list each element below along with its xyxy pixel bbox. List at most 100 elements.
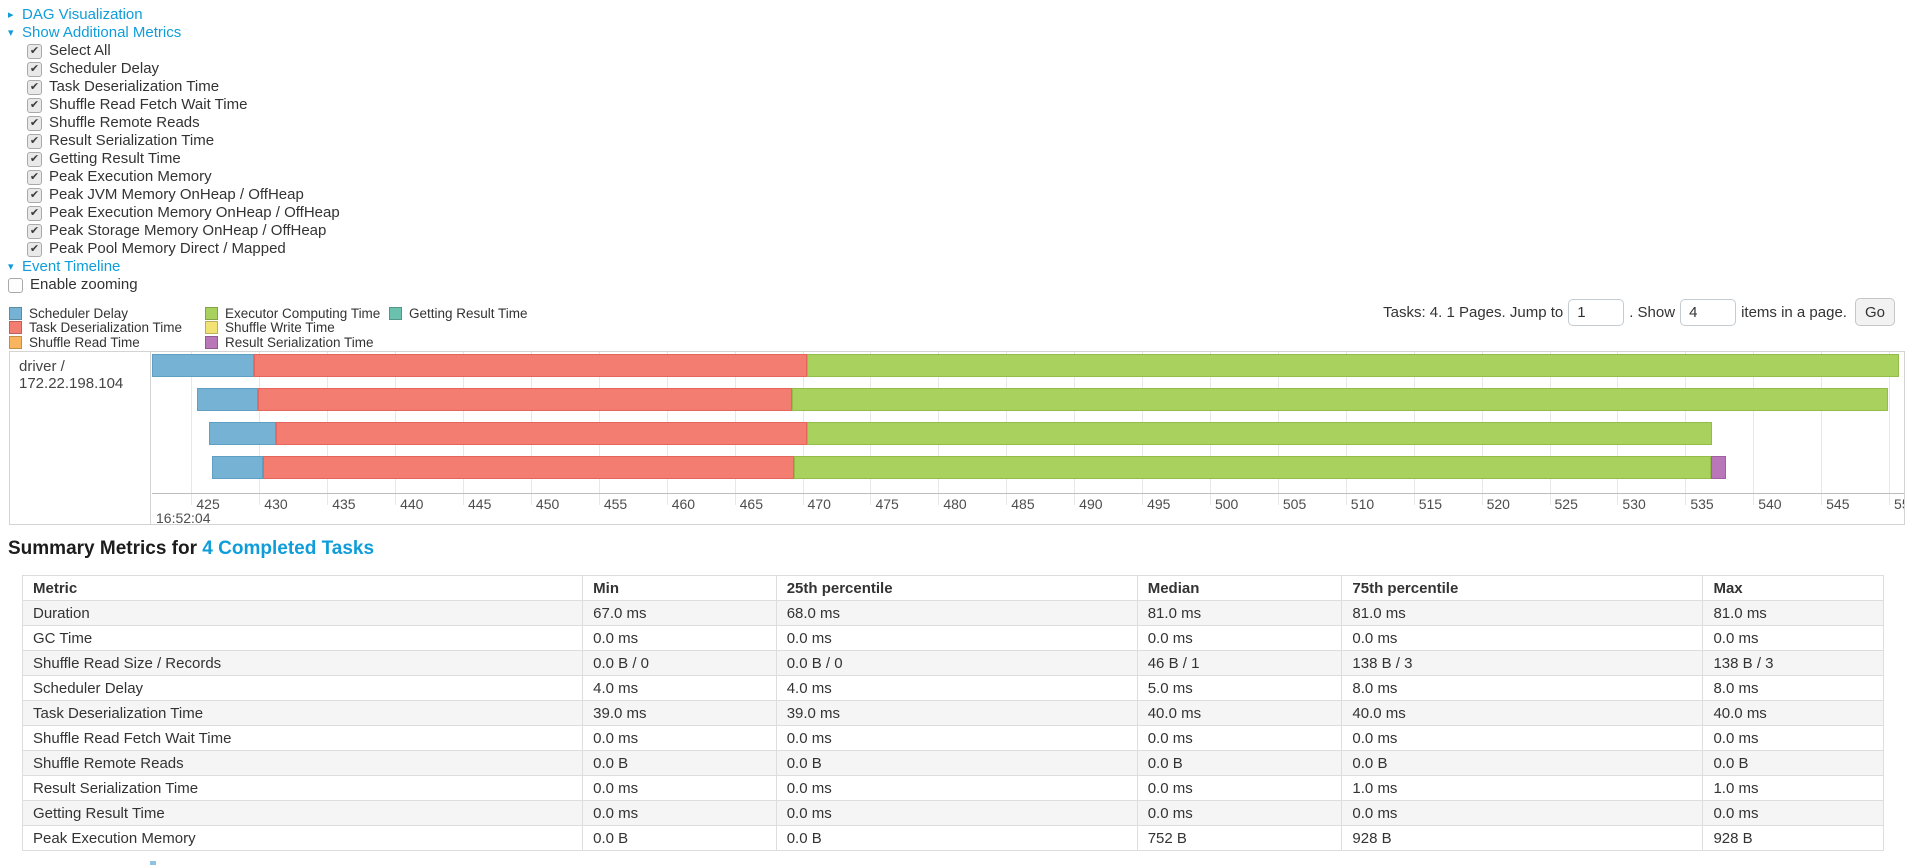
dag-visualization-toggle[interactable]: ▸ DAG Visualization	[8, 6, 340, 24]
table-header-cell: Median	[1136, 575, 1343, 601]
metric-value-cell: 81.0 ms	[1702, 600, 1884, 626]
axis-tick-label: 455	[603, 496, 628, 512]
metric-value-cell: 8.0 ms	[1702, 675, 1884, 701]
pagination-suffix-text: items in a page.	[1741, 303, 1847, 321]
metric-value-cell: 0.0 B	[1702, 750, 1884, 776]
metric-checkbox-row: ✔ Scheduler Delay	[8, 60, 340, 78]
timeline-header: Scheduler Delay Task Deserialization Time…	[9, 297, 1895, 350]
jump-to-page-input[interactable]	[1568, 298, 1625, 326]
metric-checkbox-row: ✔ Getting Result Time	[8, 150, 340, 168]
chevron-right-icon: ▸	[8, 9, 14, 21]
metric-checkbox-label: Shuffle Read Fetch Wait Time	[49, 96, 248, 113]
metric-checkbox[interactable]: ✔	[27, 79, 42, 95]
task-deserialization-time-segment[interactable]	[275, 422, 807, 445]
timeline-task-row	[152, 388, 1904, 411]
metric-checkbox[interactable]: ✔	[27, 97, 42, 113]
result-serialization-time-swatch	[205, 335, 218, 349]
metric-value-cell: 0.0 B	[582, 825, 777, 851]
table-header-cell: Metric	[21, 575, 584, 601]
metric-checkbox[interactable]: ✔	[27, 61, 42, 77]
axis-tick-label: 490	[1079, 496, 1103, 512]
metric-value-cell: 0.0 ms	[582, 775, 777, 801]
summary-metrics-title: Summary Metrics for 4 Completed Tasks	[8, 538, 374, 560]
scheduler-delay-swatch	[9, 306, 22, 320]
metric-value-cell: 0.0 ms	[775, 625, 1138, 651]
timeline-axis-line	[152, 493, 1904, 494]
axis-tick-label: 510	[1350, 496, 1375, 512]
axis-tick-label: 480	[943, 496, 967, 512]
scheduler-delay-segment[interactable]	[209, 422, 276, 445]
scheduler-delay-segment[interactable]	[152, 354, 254, 377]
metric-name-cell: Getting Result Time	[21, 800, 584, 826]
metric-checkbox[interactable]: ✔	[27, 223, 42, 239]
metric-checkbox[interactable]: ✔	[27, 133, 42, 149]
metric-value-cell: 0.0 B	[1341, 750, 1704, 776]
pagination-summary-text: Tasks: 4. 1 Pages. Jump to	[1383, 303, 1564, 321]
metric-checkbox-label: Peak Execution Memory	[49, 168, 212, 185]
scheduler-delay-segment[interactable]	[196, 388, 258, 411]
metric-value-cell: 0.0 ms	[582, 725, 777, 751]
enable-zooming-checkbox[interactable]	[8, 277, 23, 293]
metric-value-cell: 39.0 ms	[775, 700, 1138, 726]
legend-label: Shuffle Read Time	[29, 334, 140, 350]
metric-checkbox[interactable]: ✔	[27, 115, 42, 131]
event-timeline-chart: driver / 172.22.198.104 425 430 435 440 445 4…	[9, 351, 1905, 525]
metric-checkbox[interactable]: ✔	[27, 241, 42, 257]
axis-tick-label: 475	[875, 496, 899, 512]
legend-column: Executor Computing Time Shuffle Write Tim…	[205, 306, 389, 350]
executor-computing-time-segment[interactable]	[794, 456, 1712, 479]
task-deserialization-time-segment[interactable]	[253, 354, 807, 377]
metric-value-cell: 8.0 ms	[1341, 675, 1704, 701]
task-deserialization-time-segment[interactable]	[257, 388, 792, 411]
legend-item: Scheduler Delay	[9, 306, 205, 321]
metric-value-cell: 0.0 ms	[1702, 800, 1884, 826]
metric-checkbox[interactable]: ✔	[27, 43, 42, 59]
task-deserialization-time-segment[interactable]	[263, 456, 795, 479]
timeline-task-row	[152, 422, 1904, 445]
timeline-gridline	[1753, 352, 1755, 505]
axis-tick-label: 530	[1622, 496, 1646, 512]
executor-computing-time-segment[interactable]	[791, 388, 1888, 411]
metric-checkbox[interactable]: ✔	[27, 205, 42, 221]
show-additional-metrics-toggle[interactable]: ▾ Show Additional Metrics	[8, 24, 340, 42]
metric-checkbox-row: ✔ Peak Storage Memory OnHeap / OffHeap	[8, 222, 340, 240]
table-row: Result Serialization Time 0.0 ms 0.0 ms 0.0…	[21, 775, 1884, 801]
metric-checkbox[interactable]: ✔	[27, 169, 42, 185]
metric-value-cell: 0.0 ms	[1136, 725, 1343, 751]
completed-tasks-link[interactable]: 4 Completed Tasks	[202, 538, 375, 559]
executor-computing-time-segment[interactable]	[806, 422, 1713, 445]
metric-checkbox-row: ✔ Shuffle Read Fetch Wait Time	[8, 96, 340, 114]
metric-value-cell: 81.0 ms	[1136, 600, 1343, 626]
executor-computing-time-segment[interactable]	[806, 354, 1899, 377]
event-timeline-link[interactable]: Event Timeline	[22, 258, 121, 275]
metric-checkbox[interactable]: ✔	[27, 151, 42, 167]
metric-name-cell: Shuffle Remote Reads	[21, 750, 584, 776]
legend-label: Getting Result Time	[409, 305, 528, 321]
chevron-down-icon: ▾	[8, 261, 14, 273]
items-per-page-input[interactable]	[1680, 298, 1737, 326]
legend-item: Task Deserialization Time	[9, 320, 205, 335]
legend-label: Scheduler Delay	[29, 305, 129, 321]
metric-value-cell: 0.0 ms	[775, 775, 1138, 801]
metric-value-cell: 68.0 ms	[775, 600, 1138, 626]
scheduler-delay-segment[interactable]	[211, 456, 264, 479]
metric-checkbox-label: Peak Execution Memory OnHeap / OffHeap	[49, 204, 340, 221]
task-pagination: Tasks: 4. 1 Pages. Jump to . Show items …	[1383, 297, 1895, 327]
go-button[interactable]: Go	[1854, 298, 1895, 326]
metric-name-cell: Peak Execution Memory	[21, 825, 584, 851]
getting-result-time-swatch	[389, 306, 402, 320]
chevron-down-icon: ▾	[8, 27, 14, 39]
table-header-cell: Min	[582, 575, 777, 601]
metric-value-cell: 0.0 B	[775, 750, 1138, 776]
metric-name-cell: Shuffle Read Size / Records	[21, 650, 584, 676]
show-additional-metrics-link[interactable]: Show Additional Metrics	[22, 24, 182, 41]
metric-checkbox[interactable]: ✔	[27, 187, 42, 203]
axis-tick-label: 430	[264, 496, 288, 512]
dag-visualization-link[interactable]: DAG Visualization	[22, 6, 143, 23]
table-row: GC Time 0.0 ms 0.0 ms 0.0 ms 0.0 ms 0.0 ms	[21, 625, 1884, 651]
table-row: Scheduler Delay 4.0 ms 4.0 ms 5.0 ms 8.0 ms 8…	[21, 675, 1884, 701]
result-serialization-time-segment[interactable]	[1711, 456, 1727, 479]
timeline-plot-area[interactable]: 425 430 435 440 445 450 455 460 465 470 475 480 485 4…	[152, 352, 1904, 524]
legend-column: Scheduler Delay Task Deserialization Time…	[9, 306, 205, 350]
event-timeline-toggle[interactable]: ▾ Event Timeline	[8, 258, 340, 276]
